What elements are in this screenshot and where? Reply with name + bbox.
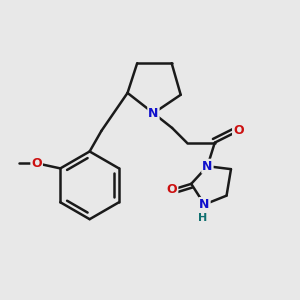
Text: N: N [148,107,159,120]
Text: N: N [202,160,213,173]
Text: O: O [167,183,177,196]
Text: N: N [199,198,210,211]
Text: O: O [233,124,244,137]
Text: H: H [198,213,208,223]
Text: O: O [31,157,42,170]
